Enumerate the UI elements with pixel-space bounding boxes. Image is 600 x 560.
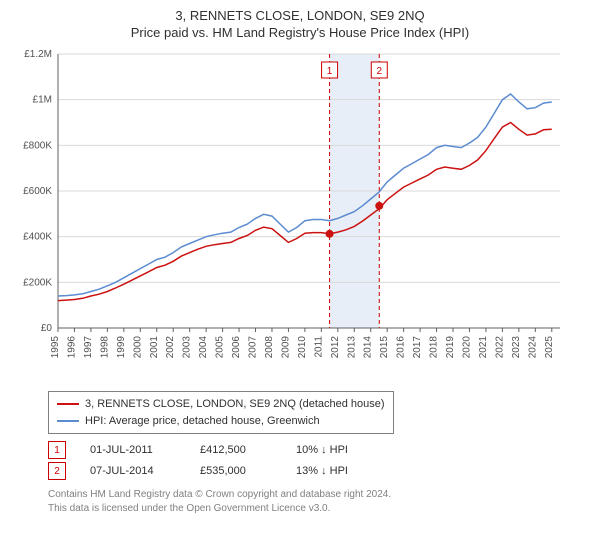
svg-text:2012: 2012: [330, 336, 341, 359]
legend-swatch: [57, 403, 79, 405]
line-chart: £0 £200K £400K £600K £800K £1M £1.2M 1995 1996 19…: [10, 48, 570, 378]
legend-item: HPI: Average price, detached house, Gree…: [57, 413, 385, 430]
transaction-badge: 2: [48, 462, 66, 480]
svg-text:£0: £0: [41, 323, 53, 334]
svg-text:2007: 2007: [248, 336, 259, 359]
svg-text:£600K: £600K: [23, 186, 52, 197]
footnote: Contains HM Land Registry data © Crown c…: [48, 488, 590, 516]
transaction-badge: 1: [48, 441, 66, 459]
legend-label: HPI: Average price, detached house, Gree…: [85, 413, 320, 430]
svg-text:2005: 2005: [215, 336, 226, 359]
footnote-line-2: This data is licensed under the Open Gov…: [48, 502, 590, 516]
svg-text:2024: 2024: [527, 336, 538, 359]
svg-text:2003: 2003: [182, 336, 193, 359]
legend: 3, RENNETS CLOSE, LONDON, SE9 2NQ (detac…: [48, 391, 394, 434]
svg-text:1: 1: [327, 66, 333, 77]
svg-text:£400K: £400K: [23, 232, 52, 243]
svg-text:2000: 2000: [132, 336, 143, 359]
svg-text:2014: 2014: [363, 336, 374, 359]
legend-item: 3, RENNETS CLOSE, LONDON, SE9 2NQ (detac…: [57, 396, 385, 413]
svg-text:£1.2M: £1.2M: [24, 49, 52, 60]
svg-text:£800K: £800K: [23, 140, 52, 151]
svg-text:1999: 1999: [116, 336, 127, 359]
svg-text:2022: 2022: [494, 336, 505, 359]
svg-text:1996: 1996: [66, 336, 77, 359]
chart-title-main: 3, RENNETS CLOSE, LONDON, SE9 2NQ: [10, 8, 590, 23]
svg-text:2004: 2004: [198, 336, 209, 359]
svg-text:2011: 2011: [313, 336, 324, 358]
svg-text:1997: 1997: [83, 336, 94, 359]
legend-swatch: [57, 420, 79, 422]
svg-text:2002: 2002: [165, 336, 176, 359]
svg-text:2020: 2020: [461, 336, 472, 359]
transaction-price: £412,500: [200, 440, 272, 461]
svg-text:£1M: £1M: [33, 95, 52, 106]
chart-title-sub: Price paid vs. HM Land Registry's House …: [10, 25, 590, 40]
footnote-line-1: Contains HM Land Registry data © Crown c…: [48, 488, 590, 502]
svg-text:2018: 2018: [429, 336, 440, 359]
svg-text:2009: 2009: [280, 336, 291, 359]
legend-label: 3, RENNETS CLOSE, LONDON, SE9 2NQ (detac…: [85, 396, 385, 413]
svg-text:2008: 2008: [264, 336, 275, 359]
transaction-price: £535,000: [200, 461, 272, 482]
svg-text:2013: 2013: [346, 336, 357, 359]
transaction-row: 1 01-JUL-2011 £412,500 10% ↓ HPI: [48, 440, 590, 461]
chart-area: £0 £200K £400K £600K £800K £1M £1.2M 1995 1996 19…: [10, 48, 590, 383]
svg-text:2: 2: [376, 66, 382, 77]
transaction-delta: 13% ↓ HPI: [296, 461, 386, 482]
svg-text:2025: 2025: [544, 336, 555, 359]
svg-text:2016: 2016: [396, 336, 407, 359]
svg-text:2010: 2010: [297, 336, 308, 359]
svg-text:2019: 2019: [445, 336, 456, 359]
transaction-date: 01-JUL-2011: [90, 440, 176, 461]
transaction-date: 07-JUL-2014: [90, 461, 176, 482]
svg-text:£200K: £200K: [23, 277, 52, 288]
svg-text:2021: 2021: [478, 336, 489, 359]
transaction-table: 1 01-JUL-2011 £412,500 10% ↓ HPI 2 07-JUL-201…: [48, 440, 590, 482]
svg-text:2015: 2015: [379, 336, 390, 359]
svg-text:2001: 2001: [149, 336, 160, 359]
svg-text:2006: 2006: [231, 336, 242, 359]
svg-text:1995: 1995: [50, 336, 61, 359]
svg-text:1998: 1998: [99, 336, 110, 359]
svg-text:2017: 2017: [412, 336, 423, 359]
transaction-row: 2 07-JUL-2014 £535,000 13% ↓ HPI: [48, 461, 590, 482]
transaction-delta: 10% ↓ HPI: [296, 440, 386, 461]
svg-text:2023: 2023: [511, 336, 522, 359]
